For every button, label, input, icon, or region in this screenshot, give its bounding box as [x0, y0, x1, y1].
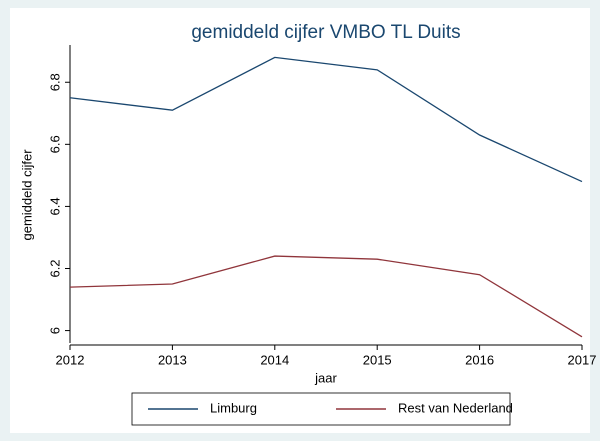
y-tick-label: 6.8	[47, 73, 62, 91]
y-tick-label: 6.6	[47, 135, 62, 153]
y-tick-label: 6	[47, 327, 62, 334]
x-tick-label: 2015	[363, 352, 392, 367]
x-tick-label: 2013	[158, 352, 187, 367]
graph-region	[10, 8, 590, 433]
y-tick-label: 6.2	[47, 259, 62, 277]
y-axis-label: gemiddeld cijfer	[19, 149, 34, 241]
legend-label: Limburg	[210, 400, 257, 415]
chart-title: gemiddeld cijfer VMBO TL Duits	[191, 22, 460, 43]
x-tick-label: 2017	[568, 352, 597, 367]
y-tick-label: 6.4	[47, 197, 62, 215]
x-tick-label: 2012	[56, 352, 85, 367]
x-tick-label: 2014	[260, 352, 289, 367]
series-line	[69, 56, 583, 183]
legend-label: Rest van Nederland	[398, 400, 513, 415]
x-tick-label: 2016	[465, 352, 494, 367]
x-axis-label: jaar	[314, 370, 337, 385]
series-line	[69, 255, 583, 338]
